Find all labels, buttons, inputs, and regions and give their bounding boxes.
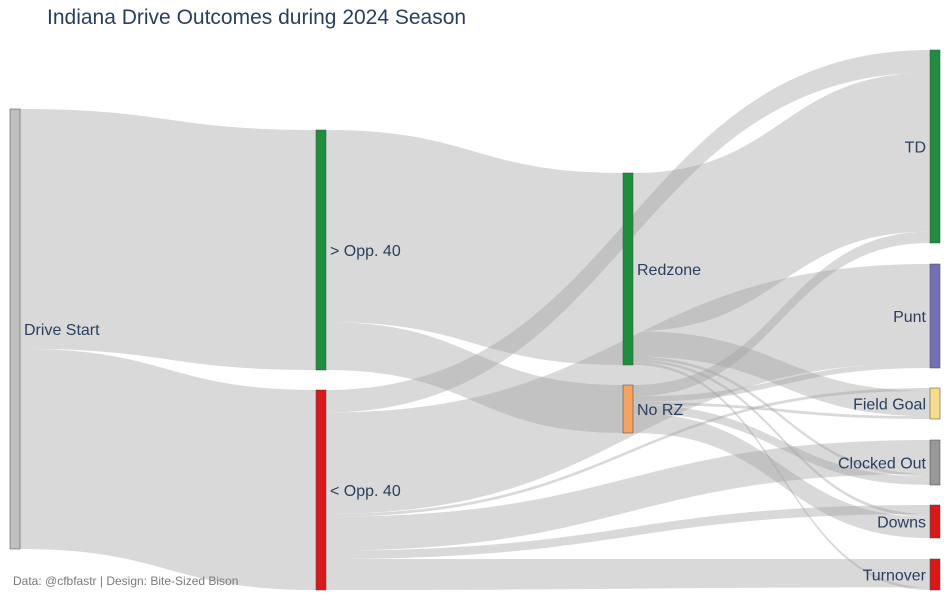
node-label-downs: Downs (877, 515, 926, 532)
chart-caption: Data: @cfbfastr | Design: Bite-Sized Bis… (13, 574, 238, 588)
link-opp40_minus-to-turnover (326, 559, 930, 590)
node-label-norz: No RZ (637, 402, 683, 419)
link-redzone-to-fg (633, 331, 930, 417)
link-start-to-opp40_minus (20, 348, 316, 590)
node-downs (929, 504, 941, 539)
node-opp40_minus (315, 389, 327, 591)
link-opp40_plus-to-norz (326, 322, 623, 433)
link-start-to-opp40_plus (20, 109, 316, 370)
sankey-links (20, 50, 930, 590)
link-opp40_minus-to-downs (326, 505, 930, 560)
link-opp40_minus-to-fg (326, 388, 930, 517)
link-redzone-to-td (633, 72, 930, 332)
link-opp40_plus-to-redzone (326, 130, 623, 365)
node-label-td: TD (905, 140, 926, 157)
node-td (929, 49, 941, 244)
node-label-punt: Punt (893, 309, 926, 326)
node-clocked (929, 439, 941, 486)
node-label-opp40_minus: < Opp. 40 (330, 483, 401, 500)
node-label-opp40_plus: > Opp. 40 (330, 243, 401, 260)
node-label-redzone: Redzone (637, 262, 701, 279)
sankey-labels: Drive Start > Opp. 40 < Opp. 40 Redzone No R… (24, 140, 927, 585)
link-norz-to-punt (633, 362, 930, 402)
link-redzone-to-clocked (633, 356, 930, 477)
node-fg (929, 387, 941, 420)
node-punt (929, 263, 941, 369)
node-label-turnover: Turnover (863, 568, 927, 585)
link-norz-to-downs (633, 413, 930, 538)
link-redzone-to-turnover (633, 362, 930, 590)
node-turnover (929, 558, 941, 591)
node-norz (622, 384, 634, 434)
link-opp40_minus-to-clocked (326, 440, 930, 551)
node-label-clocked: Clocked Out (838, 456, 927, 473)
link-norz-to-clocked (633, 404, 930, 485)
node-redzone (622, 172, 634, 366)
node-label-start: Drive Start (24, 322, 100, 339)
chart-title: Indiana Drive Outcomes during 2024 Seaso… (47, 6, 466, 29)
node-start (9, 108, 21, 550)
sankey-nodes (9, 49, 941, 591)
node-opp40_plus (315, 129, 327, 371)
node-label-fg: Field Goal (853, 397, 926, 414)
link-redzone-to-downs (633, 359, 930, 517)
link-norz-to-fg (633, 401, 930, 419)
link-norz-to-td (633, 231, 930, 397)
